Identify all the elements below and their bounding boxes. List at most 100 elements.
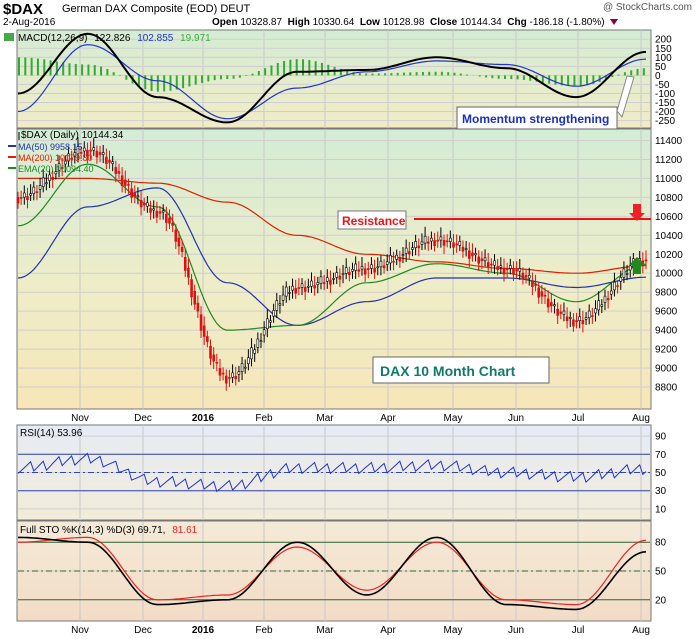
macd-histogram-bar (100, 66, 103, 76)
macd-histogram-bar (403, 72, 406, 76)
momentum-box (456, 106, 618, 130)
candle-body (616, 285, 619, 287)
macd-histogram-bar (257, 71, 260, 76)
candle-body (171, 222, 174, 226)
macd-histogram-bar (24, 57, 27, 76)
macd-histogram-bar (623, 72, 626, 76)
candle-body (471, 252, 474, 257)
candle-body (417, 245, 421, 249)
candle-body (385, 261, 389, 265)
candle-body (357, 269, 361, 272)
open-label: Open (212, 17, 238, 28)
candle-body (553, 304, 556, 307)
candle-body (127, 184, 130, 186)
month-label: Apr (380, 413, 396, 424)
candle-body (41, 177, 45, 187)
macd-histogram-bar (611, 75, 614, 78)
candle-body (382, 265, 386, 269)
candle-body (319, 276, 323, 284)
candle-body (262, 329, 266, 336)
candle-body (250, 347, 253, 360)
close-label: Close (429, 17, 458, 28)
candle-body (518, 268, 522, 272)
sto-k-line (18, 536, 647, 611)
candle-body (597, 300, 600, 311)
candle-body (275, 300, 279, 311)
candle-body (187, 267, 190, 278)
candle-body (307, 285, 310, 288)
candle-body (370, 264, 373, 269)
candle-body (202, 325, 206, 337)
macd-histogram-bar (560, 75, 563, 86)
macd-histogram (18, 57, 645, 92)
month-label: Jun (508, 413, 524, 424)
price-tick-label: 10200 (655, 250, 683, 261)
month-label: May (444, 413, 463, 424)
macd-histogram-bar (276, 63, 279, 76)
macd-histogram-bar (415, 72, 418, 76)
macd-histogram-bar (93, 65, 96, 76)
candle-body (521, 272, 525, 280)
macd-histogram-bar (150, 75, 153, 91)
macd-hist-swatch (4, 33, 14, 41)
price-tick-label: 11000 (655, 174, 683, 185)
ema20-label: EMA(20) 10094.40 (18, 164, 94, 174)
candle-body (26, 196, 29, 201)
macd-tick-label: 50 (655, 62, 667, 73)
candle-body (105, 156, 108, 164)
candle-body (108, 159, 111, 163)
macd-histogram-bar (62, 62, 65, 76)
candle-body (452, 242, 455, 248)
candle-body (183, 257, 187, 271)
candle-body (67, 153, 70, 162)
month-label: Aug (632, 413, 650, 424)
candle-body (335, 272, 339, 278)
candle-body (86, 149, 89, 156)
macd-histogram-bar (440, 71, 443, 76)
candle-body (619, 276, 623, 282)
macd-histogram-bar (219, 75, 222, 80)
candle-body (436, 239, 440, 242)
down-triangle-icon (610, 19, 619, 26)
candle-body (161, 210, 165, 213)
security-name: German DAX Composite (EOD) DEUT (62, 3, 251, 15)
candle-body (480, 258, 484, 261)
macd-histogram-bar (137, 75, 140, 87)
sto-tick-label: 80 (655, 538, 667, 549)
month-label: Aug (632, 625, 650, 636)
candle-body (281, 294, 285, 301)
candle-body (142, 203, 146, 206)
candle-body (89, 149, 92, 152)
candle-body (493, 260, 496, 266)
candle-body (515, 269, 518, 272)
sto-tick-label: 50 (655, 567, 667, 578)
candle-body (212, 354, 215, 362)
candle-body (354, 263, 357, 271)
rsi-tick-label: 90 (655, 432, 667, 443)
candle-body (325, 277, 329, 282)
sto-lines (18, 536, 647, 611)
candle-body (366, 268, 370, 270)
candle-body (123, 179, 127, 186)
macd-histogram-bar (604, 75, 607, 80)
macd-histogram-bar (642, 68, 645, 76)
candle-body (231, 372, 234, 378)
candle-body (559, 311, 563, 314)
candle-body (408, 251, 411, 255)
candle-body (449, 237, 452, 242)
price-legend: $DAX (Daily) 10144.34 (21, 130, 124, 141)
candle-body (101, 152, 105, 155)
price-tick-label: 9400 (655, 326, 678, 337)
price-panel (16, 128, 652, 410)
chg-label: Chg (507, 17, 527, 28)
macd-histogram-bar (55, 61, 58, 76)
candle-body (146, 202, 149, 207)
candle-body (73, 152, 77, 157)
rsi-tick-label: 10 (655, 504, 667, 515)
candle-body (38, 185, 42, 190)
macd-histogram-bar (270, 65, 273, 76)
macd-histogram-bar (390, 73, 393, 76)
candle-body (228, 377, 231, 379)
macd-histogram-bar (358, 73, 361, 76)
candle-body (644, 259, 648, 262)
